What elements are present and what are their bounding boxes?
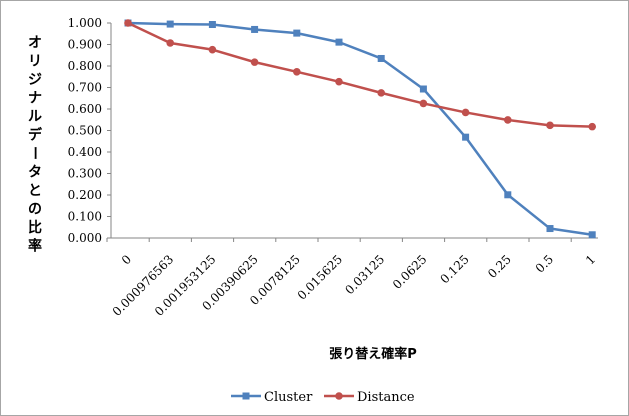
data-point-cluster [588,231,596,239]
x-tick-label: 0.25 [485,252,514,281]
y-axis-label-char: の [28,202,42,218]
x-tick-label: 1 [583,252,598,267]
y-tick-label: 0.500 [68,124,102,138]
data-point-cluster [546,225,554,233]
x-axis: 00.0009765630.0019531250.003906250.00781… [106,237,598,319]
y-tick-label: 0.400 [68,145,102,159]
data-point-cluster [293,29,301,37]
series-line-distance [127,21,593,128]
data-point-distance [208,45,217,54]
x-tick-label: 0 [119,252,134,267]
data-point-cluster [419,85,427,93]
data-point-distance [166,39,174,47]
y-axis: 0.000 0.100 0.200 0.300 0.400 0.500 0.600 0.700… [68,16,112,245]
data-point-distance [335,77,343,86]
y-axis-label-char: タ [28,165,42,181]
x-tick-label: 0.015625 [295,252,345,302]
data-point-cluster [377,54,385,62]
y-tick-label: 0.200 [68,188,102,202]
data-point-distance [377,89,386,97]
x-tick-label: 0.0625 [390,252,430,292]
y-tick-label: 0.800 [68,59,102,73]
y-tick-label: 0.100 [68,210,102,224]
data-point-cluster [504,191,512,199]
data-point-distance [293,68,301,76]
y-axis-label-char: 率 [28,238,42,255]
x-tick-label: 0.5 [533,252,556,275]
legend-label-distance: Distance [357,390,415,405]
data-point-distance [461,108,470,117]
data-point-cluster [335,38,343,46]
y-tick-label: 0.600 [68,102,102,116]
x-tick-label: 0.125 [438,252,472,286]
series-line-cluster [127,21,593,237]
legend-marker-distance [335,392,343,400]
x-axis-label: 張り替え確率P [329,346,417,362]
data-point-cluster [166,20,174,28]
data-point-cluster [208,21,216,29]
series-group [124,19,596,239]
y-tick-label: 1.000 [68,16,102,30]
y-axis-label-char: ナ [28,91,42,107]
data-point-distance [588,122,596,131]
y-axis-label-char: オ [28,35,42,51]
data-point-distance [250,58,259,66]
y-axis-label-char: と [28,183,42,199]
y-axis-label-char: デ [28,127,43,144]
legend-label-cluster: Cluster [264,390,313,405]
y-axis-label-char: ル [28,109,42,125]
y-axis-label-char: 比 [28,219,42,236]
y-axis-label-char: ジ [28,72,42,88]
y-tick-label: 0.300 [68,167,102,181]
y-tick-label: 0.700 [68,81,102,95]
data-point-distance [546,121,554,130]
y-tick-label: 0.900 [68,38,102,52]
legend: Cluster Distance [231,390,415,405]
data-point-distance [124,19,132,27]
x-tick-label: 0.03125 [342,252,387,297]
data-point-distance [504,116,512,124]
y-axis-label-char: リ [28,54,42,70]
y-tick-label: 0.000 [68,231,102,245]
data-point-distance [419,99,428,108]
legend-marker-cluster [242,392,250,400]
y-axis-label-char: ー [26,146,42,160]
data-point-cluster [251,25,259,33]
data-point-cluster [462,133,470,141]
